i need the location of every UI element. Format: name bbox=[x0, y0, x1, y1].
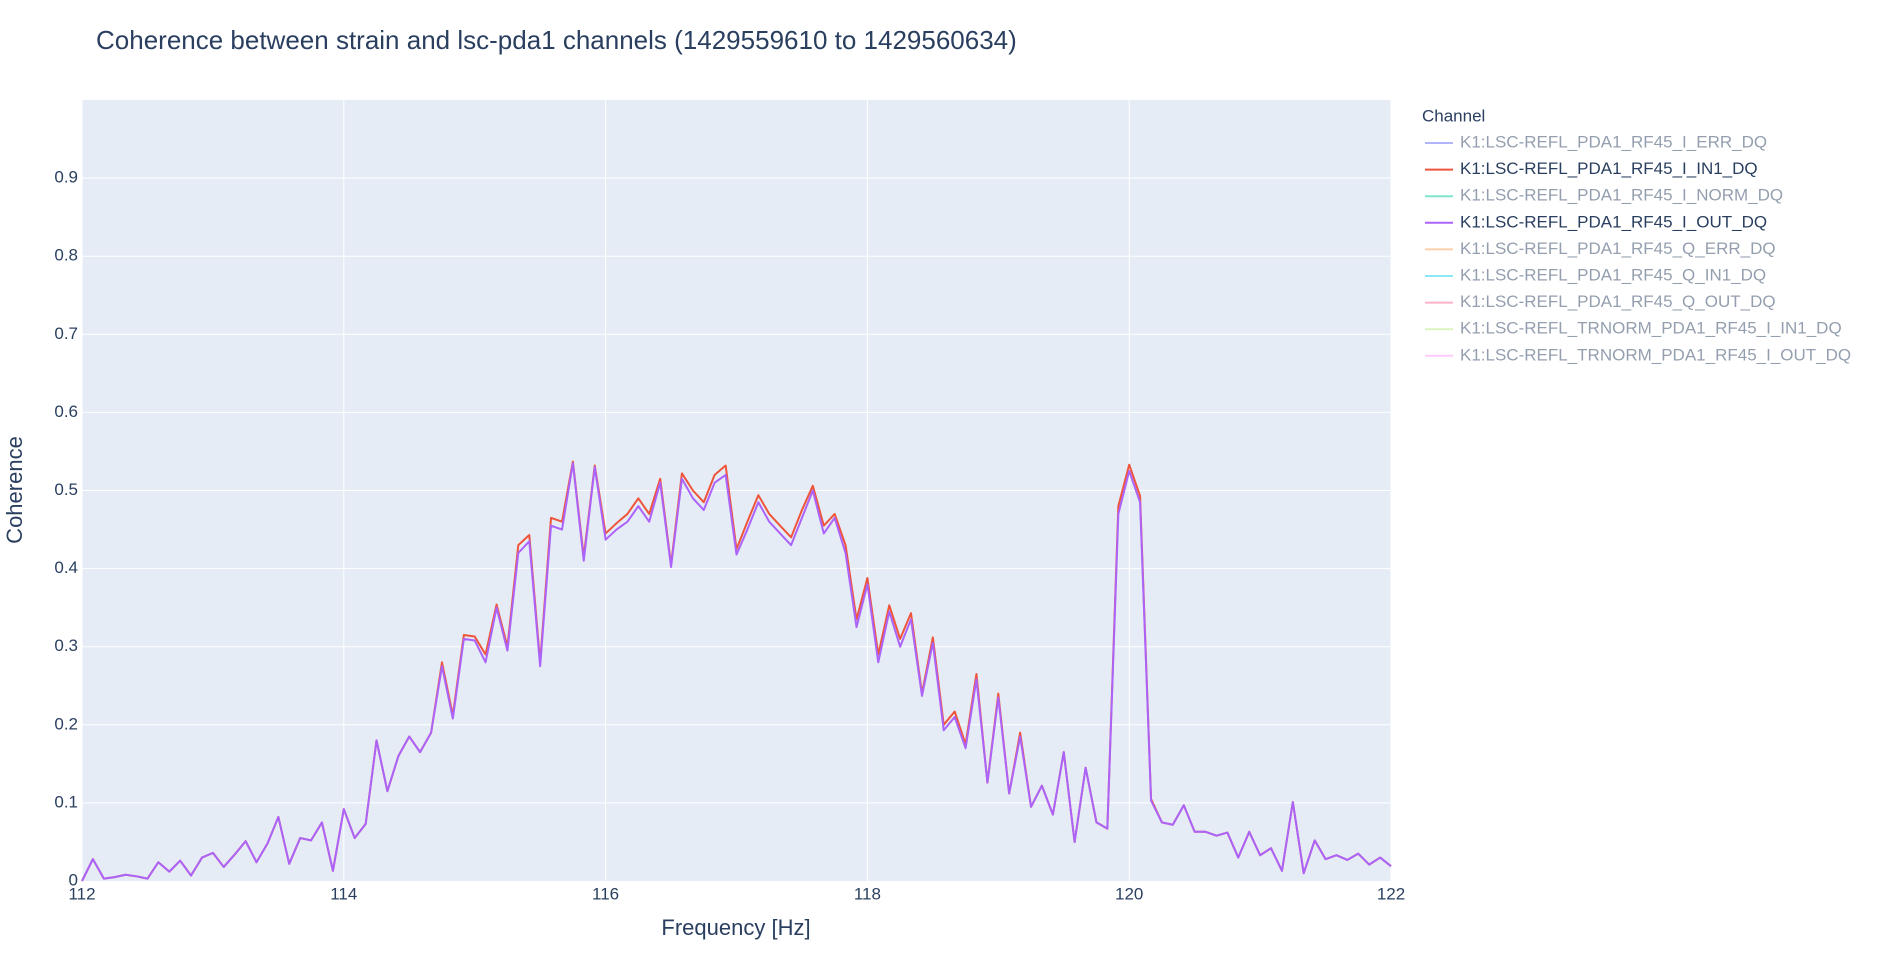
legend-label[interactable]: K1:LSC-REFL_PDA1_RF45_I_NORM_DQ bbox=[1460, 186, 1783, 205]
x-tick-label: 112 bbox=[68, 884, 95, 903]
legend-label[interactable]: K1:LSC-REFL_TRNORM_PDA1_RF45_I_IN1_DQ bbox=[1460, 319, 1842, 338]
y-tick-label: 0.7 bbox=[54, 324, 78, 343]
y-tick-label: 0.1 bbox=[54, 792, 78, 811]
x-tick-label: 116 bbox=[592, 884, 619, 903]
legend-label[interactable]: K1:LSC-REFL_PDA1_RF45_I_OUT_DQ bbox=[1460, 212, 1767, 231]
y-tick-label: 0.3 bbox=[54, 636, 78, 655]
legend-label[interactable]: K1:LSC-REFL_PDA1_RF45_Q_OUT_DQ bbox=[1460, 292, 1776, 311]
y-tick-label: 0 bbox=[69, 870, 78, 889]
legend-label[interactable]: K1:LSC-REFL_PDA1_RF45_I_IN1_DQ bbox=[1460, 159, 1758, 178]
legend-label[interactable]: K1:LSC-REFL_PDA1_RF45_Q_ERR_DQ bbox=[1460, 239, 1776, 258]
legend-label[interactable]: K1:LSC-REFL_TRNORM_PDA1_RF45_I_OUT_DQ bbox=[1460, 345, 1851, 364]
x-axis-title: Frequency [Hz] bbox=[661, 915, 810, 940]
y-axis-title: Coherence bbox=[2, 436, 27, 544]
y-tick-label: 0.4 bbox=[54, 558, 78, 577]
y-tick-label: 0.8 bbox=[54, 246, 78, 265]
y-tick-label: 0.6 bbox=[54, 402, 78, 421]
x-tick-label: 120 bbox=[1115, 884, 1143, 903]
x-tick-label: 122 bbox=[1377, 884, 1405, 903]
y-tick-label: 0.5 bbox=[54, 480, 78, 499]
y-tick-label: 0.9 bbox=[54, 168, 78, 187]
x-tick-label: 114 bbox=[330, 884, 357, 903]
x-tick-label: 118 bbox=[854, 884, 881, 903]
series-line bbox=[81, 462, 1392, 882]
y-tick-label: 0.2 bbox=[54, 714, 78, 733]
legend-title: Channel bbox=[1422, 106, 1485, 125]
legend-label[interactable]: K1:LSC-REFL_PDA1_RF45_Q_IN1_DQ bbox=[1460, 265, 1766, 284]
legend-label[interactable]: K1:LSC-REFL_PDA1_RF45_I_ERR_DQ bbox=[1460, 132, 1767, 151]
chart-title: Coherence between strain and lsc-pda1 ch… bbox=[96, 25, 1017, 55]
